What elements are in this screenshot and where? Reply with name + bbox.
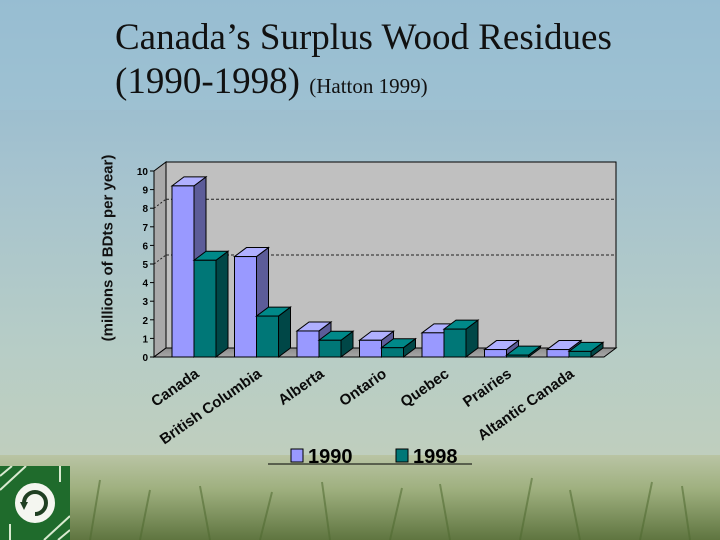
bar-1998-6 [567, 341, 605, 358]
y-tick-label: 6 [142, 241, 148, 252]
title-line-2: (1990-1998) (Hatton 1999) [115, 60, 715, 108]
logo [0, 466, 70, 540]
y-tick-labels: 0 1 2 3 4 5 6 7 8 9 10 [137, 167, 154, 364]
bar-1998-2 [317, 330, 355, 358]
legend-swatch-1990 [290, 448, 304, 463]
title-source: (Hatton 1999) [309, 74, 428, 98]
legend: 1990 1998 [268, 446, 472, 468]
gridline-side-8 [153, 198, 167, 209]
bar-1998-1 [255, 306, 292, 358]
recycle-logo-icon [0, 466, 70, 540]
bar-1998-3 [380, 337, 417, 358]
y-tick-label: 8 [142, 204, 148, 215]
legend-swatch-1998 [395, 448, 409, 463]
legend-label-1998: 1998 [413, 446, 458, 468]
bars [170, 175, 605, 358]
bar-1998-5 [505, 345, 542, 358]
y-tick-label: 0 [142, 353, 148, 364]
slide-title: Canada’s Surplus Wood Residues (1990-199… [115, 16, 715, 108]
y-tick-label: 1 [142, 334, 148, 345]
y-axis-title: (millions of BDts per year) [86, 148, 130, 348]
y-tick-label: 2 [142, 316, 148, 327]
plot-side-wall [153, 161, 167, 358]
y-tick-label: 10 [137, 167, 149, 178]
y-axis-title-text: (millions of BDts per year) [99, 154, 117, 342]
y-tick-label: 7 [142, 223, 148, 234]
legend-label-1990: 1990 [308, 446, 353, 468]
title-line-1: Canada’s Surplus Wood Residues [115, 17, 612, 58]
y-tick-label: 5 [142, 260, 148, 271]
y-tick-label: 3 [142, 297, 148, 308]
bar-1998-0 [192, 250, 230, 358]
gridline-side-5 [153, 254, 167, 265]
y-tick-label: 4 [142, 279, 148, 290]
title-years: (1990-1998) [115, 61, 300, 102]
y-tick-label: 9 [142, 186, 148, 197]
bar-1998-4 [442, 319, 480, 358]
